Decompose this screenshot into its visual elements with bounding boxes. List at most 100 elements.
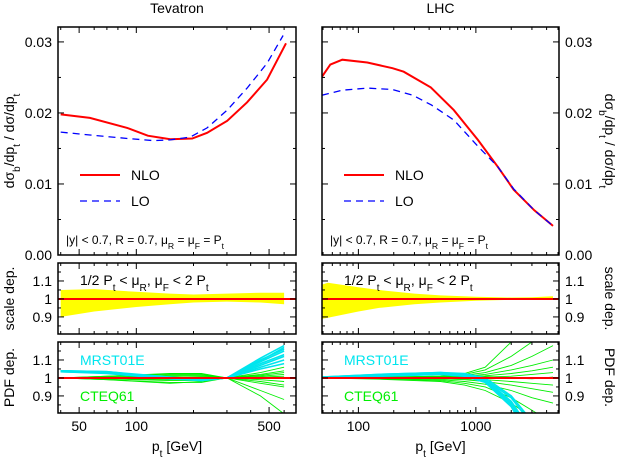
y-tick-label: 0.00 — [565, 247, 592, 263]
cuts-annotation: |y| < 0.7, R = 0.7, μR = μF = Pt — [66, 233, 225, 251]
text-segment: p — [152, 438, 160, 454]
subscript: t — [222, 241, 225, 251]
subscript: t — [377, 283, 380, 294]
subscript: t — [206, 283, 209, 294]
y-tick-label: 0.01 — [565, 176, 592, 192]
x-tick-label: 50 — [71, 418, 87, 434]
y-tick-label: 0.03 — [565, 34, 592, 50]
main-curves — [322, 58, 554, 227]
text-segment: = μ — [174, 233, 195, 247]
pdf-member-mrst01e — [322, 373, 519, 413]
main-plot-frame — [57, 26, 297, 256]
y-tick-label: 0.03 — [25, 34, 52, 50]
x-tick-label: 1000 — [460, 418, 491, 434]
y-tick-label: 1 — [565, 370, 573, 386]
legend-label-lo: LO — [395, 193, 414, 209]
text-segment: , μ — [147, 272, 163, 288]
subscript: t — [597, 186, 608, 189]
text-segment: , μ — [411, 272, 427, 288]
y-tick-label: 1.1 — [565, 352, 585, 368]
text-segment: |y| < 0.7, R = 0.7, μ — [330, 233, 432, 247]
text-segment: [GeV] — [162, 438, 202, 454]
subscript: R — [140, 283, 147, 294]
scale-uncertainty-band — [322, 282, 553, 319]
subscript: F — [427, 283, 433, 294]
subscript: t — [423, 449, 426, 457]
text-segment: / dσ/dp — [1, 96, 17, 144]
series-lo-line — [322, 87, 554, 227]
text-segment: |y| < 0.7, R = 0.7, μ — [66, 233, 168, 247]
y-axis-label: dσb/dpt / dσ/dpt — [597, 94, 619, 189]
scale-uncertainty-band — [60, 289, 285, 317]
text-segment: /dp — [602, 116, 618, 136]
subscript: t — [486, 241, 489, 251]
panel-title: LHC — [426, 0, 454, 16]
y-tick-label: 1.1 — [33, 352, 53, 368]
text-segment: / dσ/dp — [602, 138, 618, 186]
legend-label-nlo: NLO — [395, 167, 424, 183]
y-tick-label: 0.9 — [565, 388, 585, 404]
subscript: t — [470, 283, 473, 294]
scale-range-note: 1/2 Pt < μR, μF < 2 Pt — [344, 272, 473, 294]
pdf-axis-label: PDF dep. — [1, 348, 17, 407]
text-segment: = P — [464, 233, 486, 247]
text-segment: [GeV] — [426, 438, 466, 454]
y-tick-label: 0.01 — [25, 176, 52, 192]
text-segment: = μ — [438, 233, 459, 247]
subscript: b — [597, 110, 608, 116]
subscript: t — [12, 93, 23, 96]
x-tick-label: 500 — [257, 418, 281, 434]
scale-axis-label: scale dep. — [602, 267, 618, 331]
subscript: F — [459, 241, 464, 251]
y-tick-label: 0.9 — [33, 388, 53, 404]
main-curves — [60, 35, 287, 142]
text-segment: < μ — [380, 272, 404, 288]
y-tick-label: 1 — [565, 291, 573, 307]
scale-axis-label: scale dep. — [1, 267, 17, 331]
text-segment: dσ — [1, 172, 17, 189]
panel-lhc: LHC 0.00 0.01 0.02 0.03 dσb/dpt / dσ/dpt NLO LO… — [321, 0, 619, 457]
x-axis-label: pt [GeV] — [152, 438, 202, 457]
text-segment: < μ — [116, 272, 140, 288]
y-tick-label: 0.02 — [565, 105, 592, 121]
legend-label-nlo: NLO — [131, 167, 160, 183]
subscript: t — [113, 283, 116, 294]
subscript: R — [168, 241, 174, 251]
pdf-member-mrst01e — [322, 371, 526, 413]
text-segment: = P — [200, 233, 222, 247]
subscript: t — [597, 135, 608, 138]
y-axis-label: dσb/dpt / dσ/dpt — [1, 93, 23, 188]
pdf-curves — [322, 342, 559, 413]
pdf-member-mrst01e — [60, 362, 285, 381]
series-nlo-line — [60, 42, 287, 141]
pdf-curves — [58, 344, 296, 413]
subscript: R — [404, 283, 411, 294]
pdf-member-cteq61 — [322, 377, 537, 413]
y-tick-label: 0.00 — [25, 247, 52, 263]
y-tick-label: 1 — [44, 291, 52, 307]
text-segment: /dp — [1, 147, 17, 167]
subscript: t — [160, 449, 163, 457]
text-segment: 1/2 P — [80, 272, 113, 288]
y-tick-label: 1.1 — [565, 273, 585, 289]
y-tick-label: 0.9 — [33, 309, 53, 325]
text-segment: p — [415, 438, 423, 454]
pdf-set-label-mrst01e: MRST01E — [80, 352, 145, 368]
x-tick-label: 100 — [347, 418, 371, 434]
y-tick-label: 0.02 — [25, 105, 52, 121]
subscript: b — [12, 166, 23, 172]
pdf-set-label-cteq61: CTEQ61 — [344, 388, 399, 404]
series-lo-line — [60, 35, 284, 142]
x-axis-label: pt [GeV] — [415, 438, 465, 457]
legend-label-lo: LO — [131, 193, 150, 209]
pdf-member-cteq61 — [60, 373, 284, 413]
text-segment: 1/2 P — [344, 272, 377, 288]
pdf-set-label-cteq61: CTEQ61 — [80, 388, 135, 404]
x-tick-label: 100 — [125, 418, 149, 434]
panel-title: Tevatron — [150, 0, 204, 16]
text-segment: < 2 P — [433, 272, 470, 288]
cuts-annotation: |y| < 0.7, R = 0.7, μR = μF = Pt — [330, 233, 489, 251]
scale-band-group — [322, 282, 559, 319]
